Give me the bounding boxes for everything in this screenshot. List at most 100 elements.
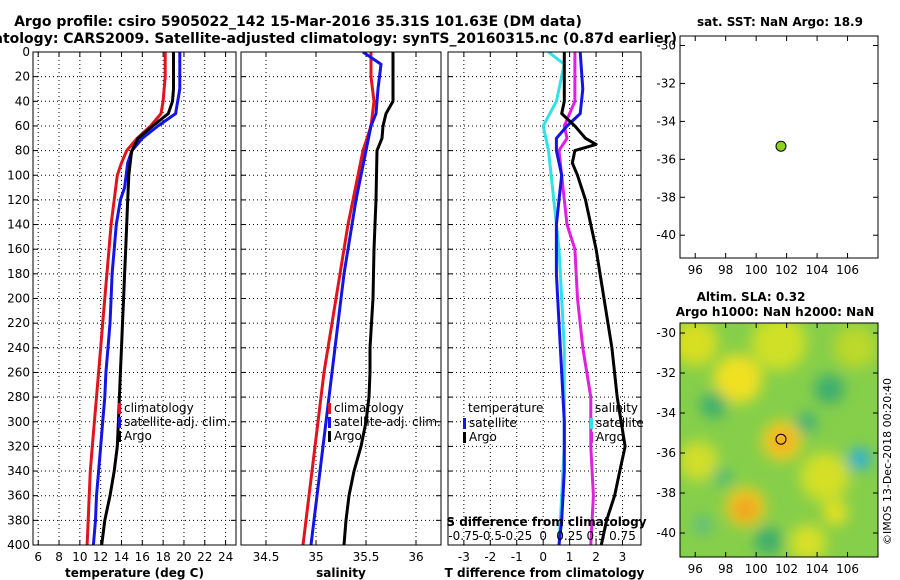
legend-swatch [328, 431, 331, 442]
panel-salinity: 34.5 35 35.5 36 salinity climatologysatellite… [240, 51, 442, 580]
xtick-label: 6 [34, 550, 42, 564]
xtick-label: 106 [836, 562, 859, 576]
xtick-label: 100 [745, 562, 768, 576]
xtick-label: 20 [176, 550, 191, 564]
legend-swatch [118, 431, 121, 442]
xtick-label: 10 [72, 550, 87, 564]
sla-anomaly-blob [734, 498, 757, 520]
figure-title-line2: Climatology: CARS2009. Satellite-adjuste… [0, 31, 677, 47]
xtick-label: 22 [197, 550, 212, 564]
sla-anomaly-blob [680, 323, 719, 366]
sla-anomaly-blob [771, 430, 793, 452]
legend-swatch [590, 432, 593, 443]
xtick-label: -2 [484, 550, 496, 564]
sst-map-title: sat. SST: NaN Argo: 18.9 [697, 15, 863, 29]
ytick-label: -40 [656, 526, 676, 540]
ytick-label: -30 [656, 326, 676, 340]
ytick-label: 0 [22, 45, 30, 59]
x-axis-label: T difference from climatology [445, 566, 645, 580]
legend-label: satellite [469, 416, 517, 430]
xtick-label: 96 [688, 263, 703, 277]
legend-swatch [590, 418, 593, 429]
xtick-label: 102 [775, 562, 798, 576]
ytick-label: -34 [656, 406, 676, 420]
top-x-axis-label: S difference from climatology [446, 515, 646, 529]
series-s-diff-satellite [541, 52, 566, 545]
map-frame [679, 35, 879, 259]
ytick-label: 280 [7, 390, 30, 404]
legend-label: Argo [124, 429, 152, 443]
legend-swatch [463, 432, 466, 443]
x-axis-label: salinity [316, 566, 366, 580]
ytick-label: 20 [15, 70, 30, 84]
legend-swatch [118, 403, 121, 414]
top-xtick-label: -0.75 [448, 529, 479, 543]
ytick-label: 80 [15, 144, 30, 158]
sla-anomaly-blob [713, 354, 763, 404]
xtick-label: 35.5 [353, 550, 380, 564]
xtick-label: 106 [836, 263, 859, 277]
xtick-label: 14 [114, 550, 129, 564]
series-t-diff-argo [560, 52, 627, 545]
ytick-label: -32 [656, 76, 676, 90]
panel-temperature: 6 8 10 12 14 16 18 20 22 240204060801001201401601… [7, 45, 237, 580]
series-group-salinity [301, 52, 395, 545]
ytick-label: -34 [656, 114, 676, 128]
xtick-label: 12 [93, 550, 108, 564]
ytick-label: 240 [7, 341, 30, 355]
legend-label: Argo [334, 429, 362, 443]
ytick-label: -38 [656, 486, 676, 500]
plot-frame [240, 51, 442, 546]
xtick-label: 34.5 [253, 550, 280, 564]
panel-sst_map: 96 98 100 102 104 106 -30 -32 -34 -36 -38 -40 sat. S… [656, 15, 879, 277]
sla-anomaly-blob [789, 524, 827, 557]
legend-label: satellite [596, 416, 644, 430]
xtick-label: 104 [806, 263, 829, 277]
legend-swatch [328, 403, 331, 414]
imos-credit: ©IMOS 13-Dec-2018 00:20:40 [881, 378, 894, 545]
sla-map-title: Altim. SLA: 0.32 [697, 290, 806, 304]
series-argo [342, 52, 395, 545]
ytick-label: 180 [7, 267, 30, 281]
ytick-label: -30 [656, 38, 676, 52]
sla-anomaly-blob [699, 391, 728, 419]
legend-label: satellite-adj. clim. [124, 415, 231, 429]
legend-label: satellite-adj. clim. [334, 415, 441, 429]
sla-anomaly-blob [754, 527, 783, 555]
ytick-label: 400 [7, 538, 30, 552]
top-xtick-label: -0.5 [479, 529, 502, 543]
xtick-label: 36 [408, 550, 423, 564]
xtick-label: 96 [688, 562, 703, 576]
series-satellite-adj-clim- [91, 52, 182, 545]
xtick-label: 18 [155, 550, 170, 564]
sla-field [680, 323, 878, 557]
xtick-label: 2 [592, 550, 600, 564]
xtick-label: -1 [511, 550, 523, 564]
ytick-label: 300 [7, 415, 30, 429]
top-xtick-label: -0.25 [501, 529, 532, 543]
ytick-label: 160 [7, 242, 30, 256]
xtick-label: 1 [566, 550, 574, 564]
xtick-label: 8 [55, 550, 63, 564]
top-xtick-label: 0.25 [556, 529, 583, 543]
ytick-label: 40 [15, 94, 30, 108]
legend-salinity-heading: salinity [595, 401, 638, 415]
sla-anomaly-blob [848, 447, 872, 471]
sla-anomaly-blob [823, 500, 848, 526]
ytick-label: -36 [656, 446, 676, 460]
sla-anomaly-blob [833, 325, 877, 369]
ytick-label: -38 [656, 190, 676, 204]
xtick-label: 3 [619, 550, 627, 564]
sla-anomaly-blob [680, 441, 719, 481]
sla-map-subtitle: Argo h1000: NaN h2000: NaN [676, 305, 875, 319]
sla-anomaly-blob [800, 452, 850, 502]
xtick-label: 16 [135, 550, 150, 564]
legend-label: Argo [469, 430, 497, 444]
series-satellite-adj-clim- [309, 52, 383, 545]
ytick-label: 200 [7, 292, 30, 306]
ytick-label: 260 [7, 365, 30, 379]
plot-frame [32, 51, 237, 546]
xtick-label: 35 [308, 550, 323, 564]
ytick-label: 100 [7, 168, 30, 182]
